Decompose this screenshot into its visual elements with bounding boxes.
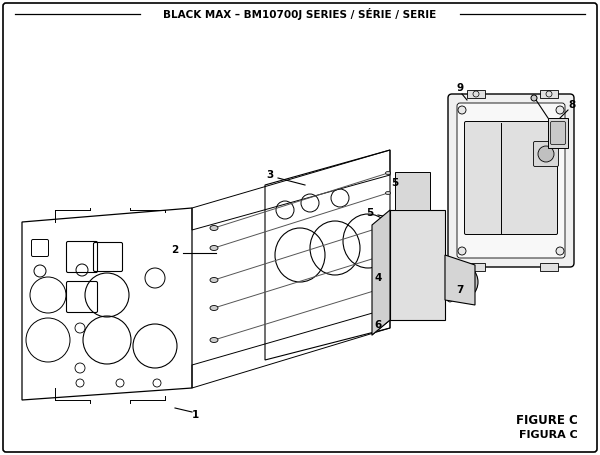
Ellipse shape — [418, 281, 422, 289]
Ellipse shape — [210, 278, 218, 283]
FancyBboxPatch shape — [551, 121, 566, 145]
Polygon shape — [390, 210, 445, 320]
Text: 2: 2 — [172, 245, 179, 255]
Ellipse shape — [412, 293, 419, 299]
Ellipse shape — [400, 177, 406, 183]
Ellipse shape — [447, 262, 453, 268]
Text: FIGURA C: FIGURA C — [519, 430, 578, 440]
Text: 3: 3 — [266, 170, 274, 180]
Ellipse shape — [402, 180, 422, 200]
Ellipse shape — [442, 264, 478, 300]
Text: 7: 7 — [457, 285, 464, 295]
Polygon shape — [548, 118, 568, 148]
Text: 5: 5 — [367, 208, 374, 218]
Text: 6: 6 — [374, 320, 382, 330]
Text: FIGURE C: FIGURE C — [516, 414, 578, 426]
Ellipse shape — [407, 281, 413, 289]
Ellipse shape — [386, 172, 391, 175]
Text: 5: 5 — [391, 178, 398, 188]
Ellipse shape — [418, 239, 422, 247]
Ellipse shape — [556, 247, 564, 255]
Text: BLACK MAX – BM10700J SERIES / SÉRIE / SERIE: BLACK MAX – BM10700J SERIES / SÉRIE / SE… — [163, 8, 437, 20]
FancyBboxPatch shape — [394, 268, 437, 309]
FancyBboxPatch shape — [533, 142, 559, 167]
Ellipse shape — [210, 226, 218, 231]
Polygon shape — [467, 263, 485, 271]
Ellipse shape — [468, 296, 474, 302]
FancyBboxPatch shape — [3, 3, 597, 452]
Ellipse shape — [210, 246, 218, 251]
Polygon shape — [445, 255, 475, 305]
FancyBboxPatch shape — [448, 94, 574, 267]
Text: 9: 9 — [457, 83, 464, 93]
Ellipse shape — [401, 233, 429, 261]
Ellipse shape — [386, 223, 391, 227]
Ellipse shape — [458, 106, 466, 114]
Polygon shape — [540, 90, 558, 98]
Ellipse shape — [210, 338, 218, 343]
Ellipse shape — [458, 247, 466, 255]
Ellipse shape — [386, 253, 391, 256]
Ellipse shape — [447, 296, 453, 302]
FancyBboxPatch shape — [457, 103, 565, 258]
Ellipse shape — [401, 275, 429, 303]
Ellipse shape — [420, 177, 426, 183]
Ellipse shape — [210, 305, 218, 310]
Ellipse shape — [412, 251, 419, 258]
Ellipse shape — [386, 192, 391, 194]
FancyBboxPatch shape — [394, 227, 437, 268]
Polygon shape — [540, 263, 558, 271]
FancyBboxPatch shape — [464, 121, 557, 234]
Text: 1: 1 — [191, 410, 199, 420]
Ellipse shape — [468, 264, 474, 270]
Ellipse shape — [538, 146, 554, 162]
Text: 4: 4 — [374, 273, 382, 283]
Polygon shape — [395, 172, 430, 210]
Ellipse shape — [556, 106, 564, 114]
Ellipse shape — [531, 95, 537, 101]
Ellipse shape — [400, 197, 406, 203]
Text: 8: 8 — [568, 100, 575, 110]
Ellipse shape — [407, 239, 413, 247]
Ellipse shape — [420, 197, 426, 203]
Polygon shape — [372, 210, 390, 335]
Ellipse shape — [388, 284, 392, 288]
Polygon shape — [467, 90, 485, 98]
Ellipse shape — [450, 272, 470, 292]
